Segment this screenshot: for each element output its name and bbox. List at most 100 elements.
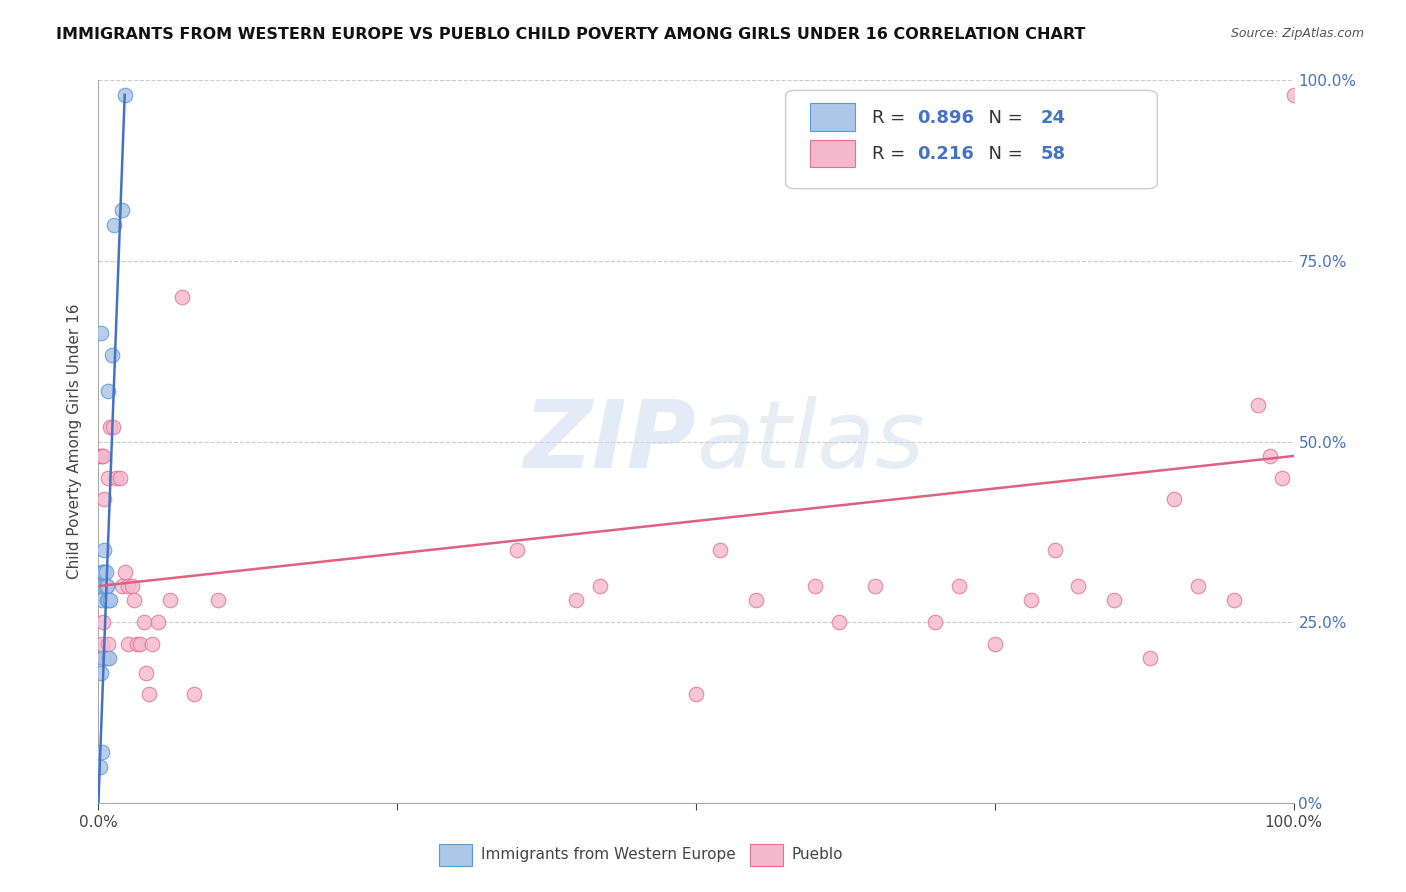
Text: Immigrants from Western Europe: Immigrants from Western Europe xyxy=(481,847,735,863)
Point xyxy=(804,579,827,593)
Point xyxy=(117,637,139,651)
Point xyxy=(90,326,112,340)
Point xyxy=(94,579,117,593)
Text: R =: R = xyxy=(872,145,911,163)
Point xyxy=(1139,651,1161,665)
Point xyxy=(565,593,588,607)
Point xyxy=(91,637,114,651)
Point xyxy=(100,348,122,362)
Point xyxy=(207,593,229,607)
Point xyxy=(124,593,146,607)
Point xyxy=(111,203,134,218)
Point xyxy=(97,637,120,651)
Point xyxy=(91,565,114,579)
Text: 0.216: 0.216 xyxy=(917,145,974,163)
Text: atlas: atlas xyxy=(696,396,924,487)
Point xyxy=(1067,579,1090,593)
Point xyxy=(93,579,115,593)
Point xyxy=(183,687,205,701)
Text: N =: N = xyxy=(977,145,1028,163)
Point xyxy=(1247,398,1270,412)
Point xyxy=(129,637,152,651)
Point xyxy=(91,615,114,630)
Point xyxy=(709,542,731,557)
Point xyxy=(924,615,946,630)
Point xyxy=(685,687,707,701)
Point xyxy=(745,593,768,607)
Point xyxy=(114,87,136,102)
Point xyxy=(135,665,157,680)
FancyBboxPatch shape xyxy=(810,103,855,131)
Point xyxy=(91,593,114,607)
Point xyxy=(96,579,118,593)
Point xyxy=(96,593,118,607)
Point xyxy=(101,420,124,434)
Point xyxy=(865,579,887,593)
Point xyxy=(159,593,181,607)
Point xyxy=(1271,470,1294,484)
Point xyxy=(1187,579,1209,593)
Text: ZIP: ZIP xyxy=(523,395,696,488)
Text: IMMIGRANTS FROM WESTERN EUROPE VS PUEBLO CHILD POVERTY AMONG GIRLS UNDER 16 CORR: IMMIGRANTS FROM WESTERN EUROPE VS PUEBLO… xyxy=(56,27,1085,42)
Point xyxy=(1282,87,1305,102)
Point xyxy=(94,565,117,579)
Text: 58: 58 xyxy=(1040,145,1066,163)
Text: N =: N = xyxy=(977,109,1028,127)
Point xyxy=(98,651,121,665)
Point xyxy=(97,384,120,398)
Point xyxy=(138,687,160,701)
Text: 0.896: 0.896 xyxy=(917,109,974,127)
Point xyxy=(589,579,612,593)
Point xyxy=(105,470,128,484)
Point xyxy=(91,449,114,463)
Point xyxy=(108,470,131,484)
Point xyxy=(89,760,111,774)
Point xyxy=(1258,449,1281,463)
Point xyxy=(94,579,117,593)
Point xyxy=(132,615,155,630)
Point xyxy=(984,637,1007,651)
Point xyxy=(93,565,115,579)
Point xyxy=(103,218,125,232)
Point xyxy=(91,449,114,463)
Point xyxy=(948,579,970,593)
Point xyxy=(93,542,115,557)
Y-axis label: Child Poverty Among Girls Under 16: Child Poverty Among Girls Under 16 xyxy=(67,304,83,579)
Point xyxy=(90,579,112,593)
Point xyxy=(172,290,194,304)
Point xyxy=(125,637,148,651)
Point xyxy=(90,665,112,680)
Point xyxy=(1104,593,1126,607)
Point xyxy=(506,542,529,557)
Point xyxy=(121,579,143,593)
Point xyxy=(91,745,114,759)
FancyBboxPatch shape xyxy=(749,844,783,865)
Text: R =: R = xyxy=(872,109,911,127)
Point xyxy=(93,492,115,507)
Point xyxy=(148,615,170,630)
Point xyxy=(1043,542,1066,557)
Point xyxy=(97,593,120,607)
Point xyxy=(98,593,122,607)
Point xyxy=(94,651,117,665)
Point xyxy=(96,651,118,665)
Point xyxy=(98,420,122,434)
Point xyxy=(91,651,114,665)
Point xyxy=(91,565,114,579)
Point xyxy=(1163,492,1185,507)
FancyBboxPatch shape xyxy=(786,90,1157,189)
Point xyxy=(141,637,163,651)
Point xyxy=(97,470,120,484)
Point xyxy=(1019,593,1042,607)
FancyBboxPatch shape xyxy=(439,844,472,865)
Point xyxy=(114,565,136,579)
Text: Pueblo: Pueblo xyxy=(792,847,844,863)
Point xyxy=(111,579,134,593)
Point xyxy=(117,579,139,593)
Point xyxy=(91,579,114,593)
Point xyxy=(89,449,111,463)
FancyBboxPatch shape xyxy=(810,139,855,167)
Point xyxy=(1223,593,1246,607)
Text: 24: 24 xyxy=(1040,109,1066,127)
Point xyxy=(93,651,115,665)
